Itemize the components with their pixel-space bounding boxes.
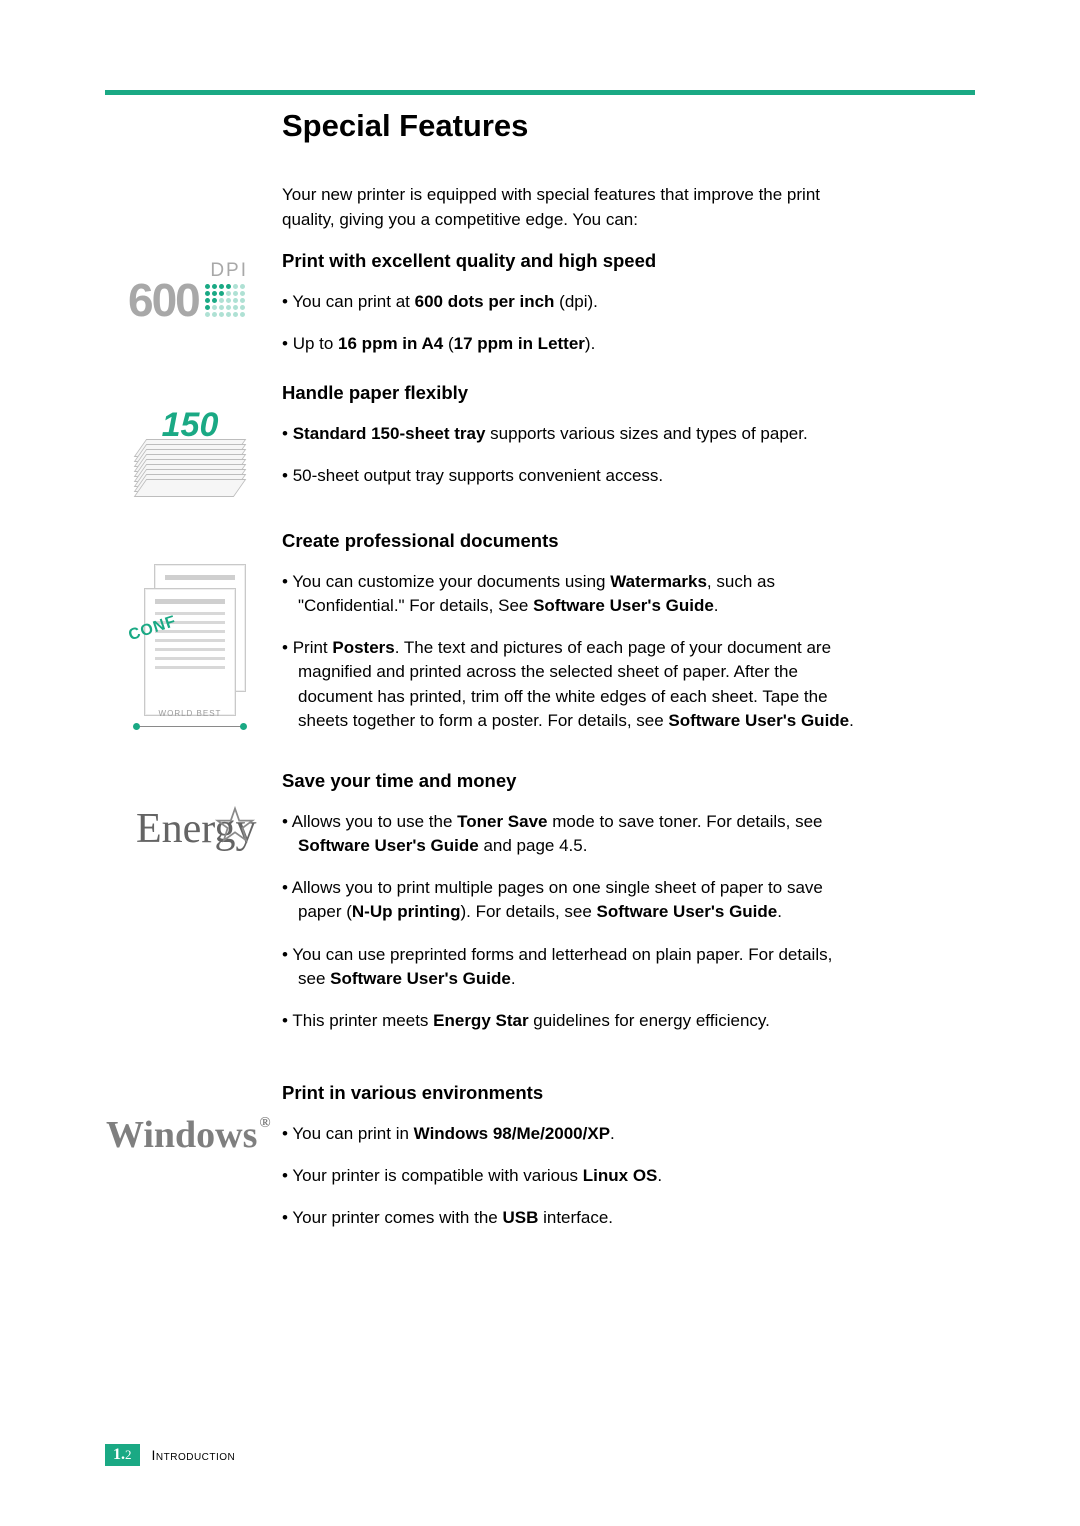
bullet-paper-1: 50-sheet output tray supports convenient… [282,464,862,488]
heading-environments: Print in various environments [282,1082,862,1104]
bullet-quality-1: Up to 16 ppm in A4 (17 ppm in Letter). [282,332,862,356]
section-save: Save your time and money Allows you to u… [282,770,862,1051]
bullet-paper-0: Standard 150-sheet tray supports various… [282,422,862,446]
page-title: Special Features [282,108,528,144]
bullet-env-0: You can print in Windows 98/Me/2000/XP. [282,1122,862,1146]
bullet-env-2: Your printer comes with the USB interfac… [282,1206,862,1230]
page-number-box: 1.2 [105,1444,140,1466]
star-icon [214,805,256,847]
heading-quality: Print with excellent quality and high sp… [282,250,862,272]
windows-trademark: ® [259,1115,270,1131]
bullet-env-1: Your printer is compatible with various … [282,1164,862,1188]
document-watermark-icon: CONF WORLD BEST [130,564,250,724]
energy-star-icon: Energy [136,813,246,847]
paper-tray-icon: 150 [130,406,250,501]
header-rule [105,90,975,95]
section-quality: Print with excellent quality and high sp… [282,250,862,374]
dpi-icon: DPI 600 [128,260,248,319]
doc-footer-label: WORLD BEST [130,709,250,718]
bullet-save-2: You can use preprinted forms and letterh… [282,943,862,991]
windows-label: Windows [106,1114,257,1156]
dpi-dots-icon [205,284,245,319]
heading-paper: Handle paper flexibly [282,382,862,404]
heading-professional: Create professional documents [282,530,862,552]
bullet-quality-0: You can print at 600 dots per inch (dpi)… [282,290,862,314]
section-professional: Create professional documents You can cu… [282,530,862,751]
bullet-save-0: Allows you to use the Toner Save mode to… [282,810,862,858]
intro-paragraph: Your new printer is equipped with specia… [282,183,852,232]
chapter-label: Introduction [152,1447,236,1463]
page-footer: 1.2 Introduction [105,1444,235,1466]
bullet-professional-0: You can customize your documents using W… [282,570,862,618]
dpi-label-main: 600 [128,282,199,319]
doc-page-front [144,588,236,716]
bullet-save-1: Allows you to print multiple pages on on… [282,876,862,924]
tray-stack-icon [130,439,250,501]
bullet-professional-1: Print Posters. The text and pictures of … [282,636,862,733]
windows-logo-icon: Windows® [106,1113,274,1157]
doc-arrow-icon [136,726,244,727]
section-environments: Print in various environments You can pr… [282,1082,862,1248]
section-paper: Handle paper flexibly Standard 150-sheet… [282,382,862,506]
bullet-save-3: This printer meets Energy Star guideline… [282,1009,862,1033]
heading-save: Save your time and money [282,770,862,792]
